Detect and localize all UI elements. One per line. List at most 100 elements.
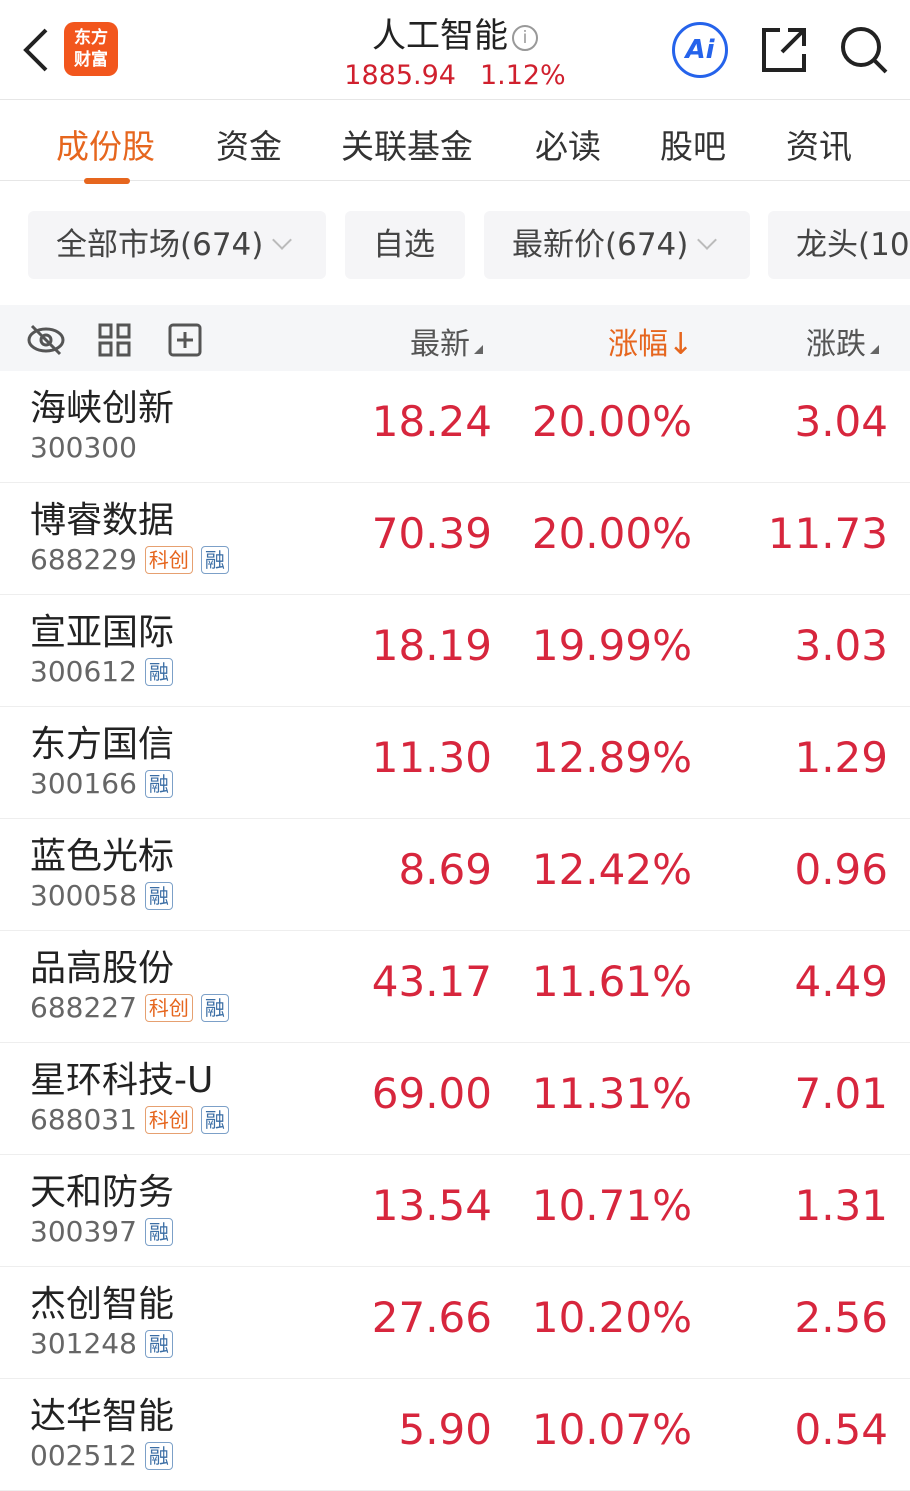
stock-name: 天和防务	[30, 1172, 175, 1213]
market-filter[interactable]: 全部市场(674)	[28, 211, 326, 279]
table-header: 最新 涨幅↓ 涨跌	[0, 305, 910, 371]
stock-name: 宣亚国际	[30, 612, 175, 653]
stock-code-line: 688227 科创融	[30, 991, 229, 1024]
stock-name: 星环科技-U	[30, 1060, 214, 1101]
stock-code: 300166	[30, 767, 137, 800]
market-filter-label: 全部市场(674)	[56, 227, 264, 263]
column-latest-label: 最新	[410, 327, 470, 362]
column-change-label: 涨跌	[806, 327, 866, 362]
margin-badge: 融	[144, 1441, 173, 1470]
change-amount: 3.03	[794, 621, 888, 670]
price-filter[interactable]: 最新价(674)	[484, 211, 750, 279]
column-latest[interactable]: 最新	[410, 319, 483, 363]
stock-name: 杰创智能	[30, 1284, 175, 1325]
ai-icon[interactable]: Ai	[672, 22, 728, 78]
stock-name: 达华智能	[30, 1396, 175, 1437]
tab-funds[interactable]: 资金	[216, 127, 282, 166]
top-bar: 东方 财富 人工智能 i 1885.94 1.12% Ai	[0, 0, 910, 100]
stock-code: 300300	[30, 431, 137, 464]
latest-price: 69.00	[371, 1069, 492, 1118]
grid-icon[interactable]	[98, 323, 132, 357]
table-row[interactable]: 海峡创新 300300 18.24 20.00% 3.04	[0, 371, 910, 483]
margin-badge: 融	[144, 1217, 173, 1246]
table-row[interactable]: 博睿数据 688229 科创融 70.39 20.00% 11.73	[0, 483, 910, 595]
leader-filter-label: 龙头(10)	[796, 227, 910, 263]
share-icon[interactable]	[760, 24, 808, 74]
change-pct: 11.61%	[531, 957, 692, 1006]
margin-badge: 融	[144, 1329, 173, 1358]
back-arrow-icon[interactable]	[18, 24, 58, 76]
latest-price: 11.30	[371, 733, 492, 782]
stock-name: 东方国信	[30, 724, 175, 765]
change-amount: 7.01	[794, 1069, 888, 1118]
index-change: 1.12%	[479, 60, 566, 91]
change-pct: 12.42%	[531, 845, 692, 894]
watchlist-filter[interactable]: 自选	[345, 211, 465, 279]
table-row[interactable]: 宣亚国际 300612 融 18.19 19.99% 3.03	[0, 595, 910, 707]
stock-code-line: 301248 融	[30, 1327, 173, 1360]
app-logo: 东方 财富	[64, 22, 118, 76]
info-icon[interactable]: i	[512, 25, 538, 51]
chevron-down-icon	[272, 230, 293, 250]
search-icon[interactable]	[838, 24, 890, 76]
filter-bar: 全部市场(674) 自选 最新价(674) 龙头(10)	[0, 181, 910, 305]
watchlist-filter-label: 自选	[373, 227, 435, 263]
table-row[interactable]: 天和防务 300397 融 13.54 10.71% 1.31	[0, 1155, 910, 1267]
stock-code-line: 002512 融	[30, 1439, 173, 1472]
stock-code-line: 300058 融	[30, 879, 173, 912]
table-row[interactable]: 星环科技-U 688031 科创融 69.00 11.31% 7.01	[0, 1043, 910, 1155]
stock-code-line: 688229 科创融	[30, 543, 229, 576]
stock-code: 688229	[30, 543, 137, 576]
stock-code: 002512	[30, 1439, 137, 1472]
stock-name: 蓝色光标	[30, 836, 175, 877]
latest-price: 18.24	[371, 397, 492, 446]
column-change-pct[interactable]: 涨幅↓	[608, 327, 694, 362]
change-pct: 19.99%	[531, 621, 692, 670]
change-pct: 20.00%	[531, 397, 692, 446]
index-quote: 1885.94 1.12%	[0, 60, 910, 91]
change-pct: 10.07%	[531, 1405, 692, 1454]
margin-badge: 融	[200, 993, 229, 1022]
price-filter-label: 最新价(674)	[512, 227, 689, 263]
table-row[interactable]: 东方国信 300166 融 11.30 12.89% 1.29	[0, 707, 910, 819]
margin-badge: 融	[144, 881, 173, 910]
change-amount: 0.96	[794, 845, 888, 894]
stock-code-line: 300397 融	[30, 1215, 173, 1248]
sort-icon	[870, 345, 879, 354]
page-title: 人工智能 i	[0, 8, 910, 57]
change-amount: 4.49	[794, 957, 888, 1006]
stock-code-line: 688031 科创融	[30, 1103, 229, 1136]
table-row[interactable]: 蓝色光标 300058 融 8.69 12.42% 0.96	[0, 819, 910, 931]
column-change[interactable]: 涨跌	[806, 319, 879, 363]
change-pct: 10.71%	[531, 1181, 692, 1230]
stock-name: 博睿数据	[30, 500, 175, 541]
change-amount: 11.73	[767, 509, 888, 558]
stock-name: 品高股份	[30, 948, 175, 989]
table-row[interactable]: 达华智能 002512 融 5.90 10.07% 0.54	[0, 1379, 910, 1491]
tab-forum[interactable]: 股吧	[660, 127, 726, 166]
latest-price: 27.66	[371, 1293, 492, 1342]
add-icon[interactable]	[168, 323, 202, 357]
stock-code: 688227	[30, 991, 137, 1024]
star-market-badge: 科创	[144, 993, 193, 1022]
stock-code: 688031	[30, 1103, 137, 1136]
tab-must-read[interactable]: 必读	[535, 127, 601, 166]
change-amount: 3.04	[794, 397, 888, 446]
table-row[interactable]: 杰创智能 301248 融 27.66 10.20% 2.56	[0, 1267, 910, 1379]
index-value: 1885.94	[344, 60, 456, 91]
stock-code-line: 300300	[30, 431, 137, 464]
stock-code: 301248	[30, 1327, 137, 1360]
latest-price: 70.39	[371, 509, 492, 558]
stock-list: 海峡创新 300300 18.24 20.00% 3.04 博睿数据 688229…	[0, 371, 910, 1491]
chevron-down-icon	[697, 230, 718, 250]
hide-eye-icon[interactable]	[26, 323, 66, 357]
stock-code: 300612	[30, 655, 137, 688]
stock-code: 300397	[30, 1215, 137, 1248]
table-row[interactable]: 品高股份 688227 科创融 43.17 11.61% 4.49	[0, 931, 910, 1043]
margin-badge: 融	[144, 769, 173, 798]
leader-filter[interactable]: 龙头(10)	[768, 211, 910, 279]
latest-price: 13.54	[371, 1181, 492, 1230]
tab-news[interactable]: 资讯	[786, 127, 852, 166]
tab-constituents[interactable]: 成份股	[56, 120, 155, 184]
tab-related-funds[interactable]: 关联基金	[341, 127, 473, 166]
